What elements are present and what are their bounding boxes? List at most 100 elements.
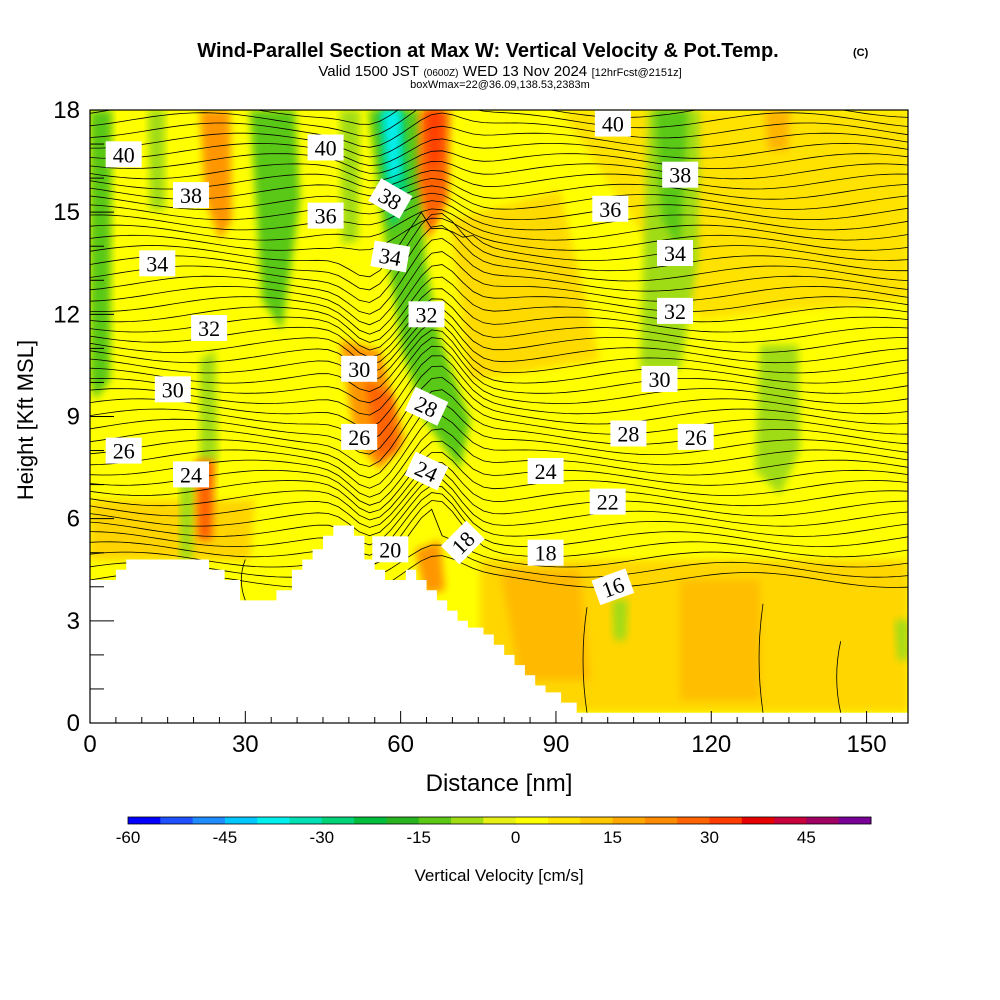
contour-label-box <box>173 461 209 488</box>
theta-contour <box>90 217 908 251</box>
theta-contour <box>90 213 908 291</box>
colorbar-tick-label: 30 <box>700 828 719 847</box>
colorbar-swatch <box>580 817 614 824</box>
theta-contour <box>90 345 908 416</box>
theta-contour <box>90 440 908 506</box>
contour-label: 20 <box>372 536 409 563</box>
contour-label: 32 <box>657 297 693 324</box>
colorbar-swatch <box>192 817 226 824</box>
contour-label-text: 30 <box>348 357 370 382</box>
theta-contour <box>90 376 908 455</box>
contour-label: 32 <box>191 315 228 341</box>
colorbar-swatch <box>548 817 581 824</box>
field-blob <box>500 570 590 680</box>
theta-contour <box>90 322 908 383</box>
colorbar-swatch <box>741 817 775 824</box>
theta-contour <box>90 192 908 221</box>
contour-label: 24 <box>527 458 564 484</box>
subtitle-valid: Valid 1500 JST <box>318 63 419 80</box>
contour-label-text: 36 <box>315 204 337 229</box>
contour-label: 40 <box>307 134 344 161</box>
colorbar-ticks: -60 -45 -30 -15 0 15 30 45 <box>116 828 816 847</box>
colorbar-swatch <box>418 817 452 824</box>
colorbar-swatch <box>709 817 743 824</box>
x-tick-label: 120 <box>691 731 731 758</box>
contour-label-text: 34 <box>664 241 686 266</box>
potential-temperature-contours <box>90 110 908 713</box>
contour-label-box <box>592 195 629 222</box>
colorbar-swatch <box>224 817 258 824</box>
theta-contour <box>90 237 908 315</box>
y-tick-label: 3 <box>67 608 80 635</box>
colorbar-swatch <box>386 817 420 824</box>
contour-label-box <box>370 240 411 273</box>
contour-label-text: 32 <box>198 316 220 341</box>
colorbar-swatch <box>128 817 161 824</box>
theta-contour <box>90 276 908 343</box>
contour-label-text: 18 <box>535 541 557 566</box>
colorbar-swatch <box>677 817 710 824</box>
field-blob <box>90 500 255 560</box>
contour-label: 24 <box>173 461 209 488</box>
theta-contour <box>90 337 908 404</box>
theta-contour <box>90 415 908 489</box>
theta-contour <box>90 508 908 568</box>
theta-contour <box>90 500 908 568</box>
contour-label: 26 <box>105 437 142 464</box>
theta-contour <box>90 110 908 137</box>
contour-label-box <box>139 250 176 277</box>
field-blob <box>612 600 628 640</box>
x-axis-label: Distance [nm] <box>426 770 573 797</box>
colorbar-label: Vertical Velocity [cm/s] <box>414 866 583 885</box>
y-tick-label: 15 <box>53 199 80 226</box>
contour-label: 36 <box>307 202 344 229</box>
subtitle-zulu: (0600Z) <box>423 68 458 79</box>
contour-label-text: 24 <box>535 459 557 484</box>
theta-contour <box>90 477 908 537</box>
contour-label-box <box>105 437 142 464</box>
contour-label: 34 <box>139 250 176 277</box>
field-blob <box>250 110 300 330</box>
contour-label: 30 <box>154 376 191 403</box>
theta-contour <box>90 451 908 514</box>
contour-label-box <box>173 182 209 209</box>
contour-label-text: 40 <box>602 112 624 137</box>
contour-label-box <box>641 366 678 392</box>
theta-contour <box>90 484 908 546</box>
field-blob <box>148 110 165 210</box>
field-blob <box>340 110 360 245</box>
contour-label-box <box>307 202 344 229</box>
contour-label: 34 <box>370 240 411 273</box>
y-tick-label: 0 <box>67 710 80 737</box>
contour-label-box <box>105 141 142 168</box>
contour-label: 26 <box>341 423 378 450</box>
theta-contour <box>90 112 908 148</box>
contour-label-box <box>677 423 714 450</box>
x-tick-label: 30 <box>232 731 259 758</box>
theta-contour <box>90 177 908 200</box>
field-blob <box>200 350 218 465</box>
contour-label-box <box>594 110 631 137</box>
contour-label-box <box>440 520 485 565</box>
contour-label-box <box>610 420 647 447</box>
contour-label-text: 24 <box>180 462 202 487</box>
contour-label-box <box>372 536 409 563</box>
colorbar <box>127 816 872 825</box>
colorbar-swatch <box>774 817 807 824</box>
contour-label-box <box>527 458 564 484</box>
contour-label-box <box>154 376 191 403</box>
theta-contour <box>836 641 842 713</box>
contour-label-box <box>591 568 635 606</box>
theta-contour <box>90 461 908 521</box>
y-axis: 0 3 6 9 12 15 18 <box>53 97 114 737</box>
theta-contour <box>240 559 246 601</box>
contour-label-text: 38 <box>180 183 202 208</box>
colorbar-tick-label: -30 <box>310 828 335 847</box>
theta-contour <box>90 365 908 442</box>
contour-label-text: 26 <box>113 439 135 464</box>
contour-label-text: 30 <box>162 377 184 402</box>
contour-label: 30 <box>341 355 378 382</box>
contour-label-box <box>527 539 564 566</box>
contour-label: 22 <box>589 488 626 515</box>
y-tick-label: 6 <box>67 506 80 533</box>
